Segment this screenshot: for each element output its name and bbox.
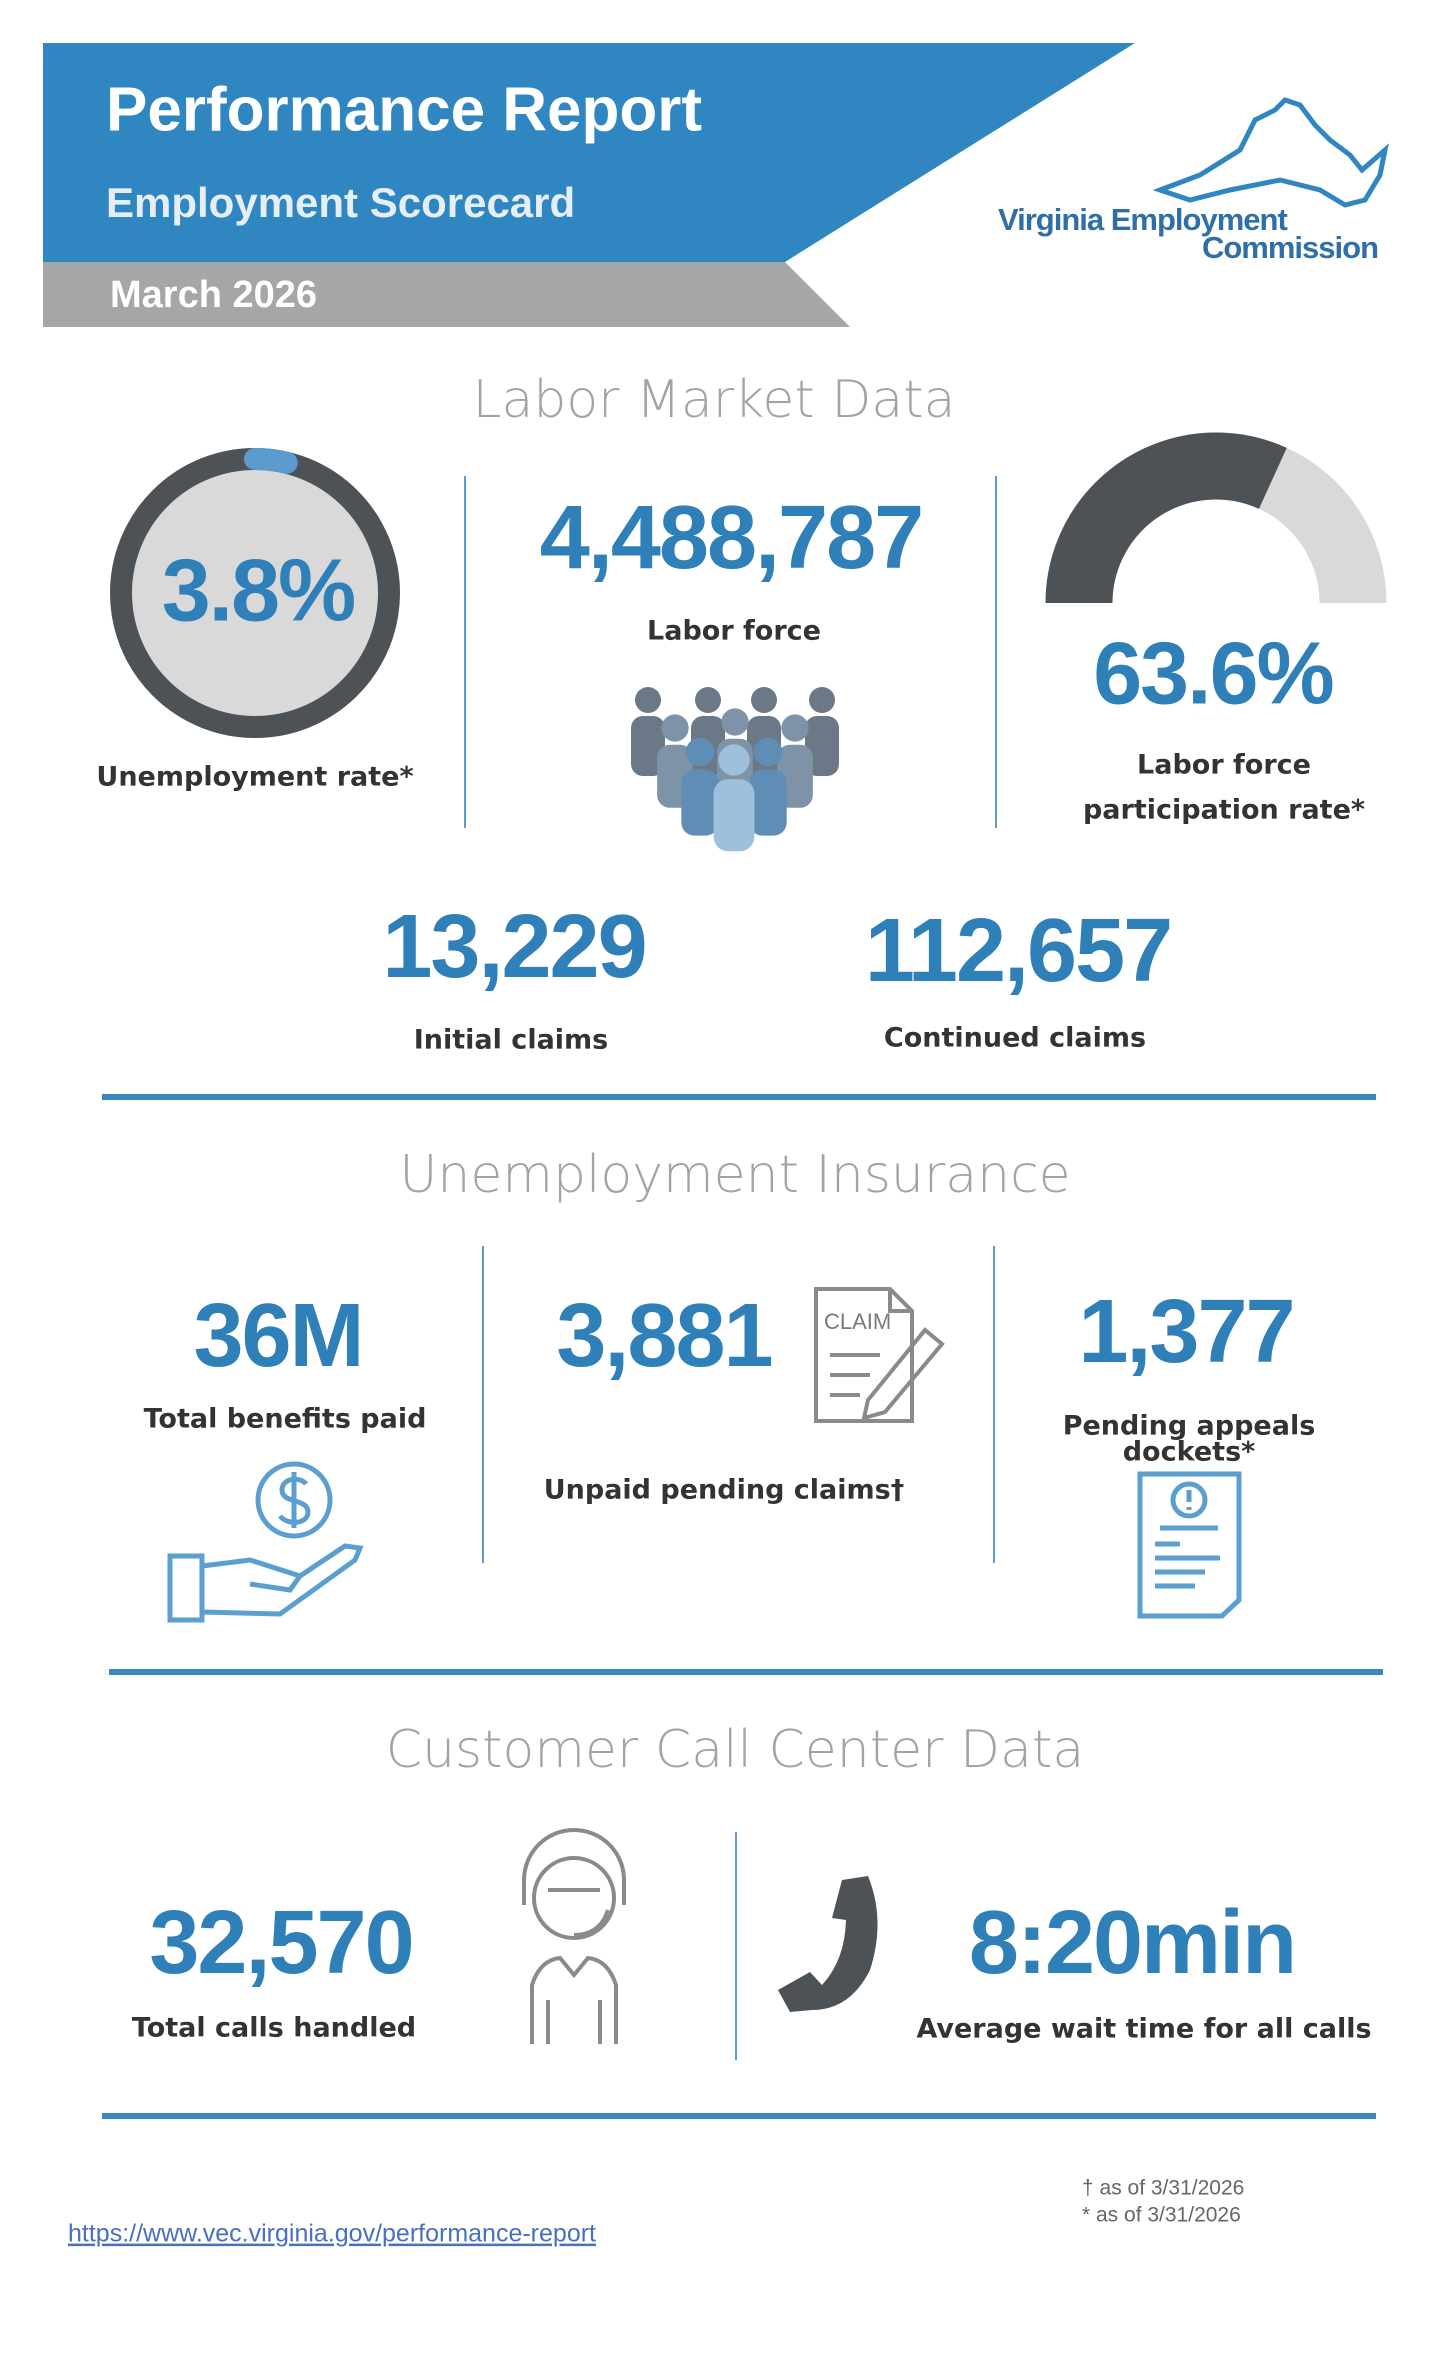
person-head xyxy=(753,737,783,767)
metric-value: 3.8% xyxy=(162,540,355,639)
phone-icon xyxy=(778,1876,878,2012)
person-head xyxy=(721,708,749,736)
metric-label: Unpaid pending claims† xyxy=(544,1475,905,1506)
metric-value: 36M xyxy=(193,1286,362,1386)
person-head xyxy=(751,687,777,713)
donut-center xyxy=(131,469,379,717)
person-head xyxy=(781,714,809,742)
person-body xyxy=(749,769,787,836)
docket-lines xyxy=(1155,1490,1220,1589)
person-body xyxy=(631,716,665,776)
hand xyxy=(201,1543,364,1617)
section-heading: Customer Call Center Data xyxy=(386,1720,1084,1780)
person-body xyxy=(713,779,755,852)
agent-icon xyxy=(522,1828,626,2044)
subtitle: Employment Scorecard xyxy=(106,179,575,226)
person-head xyxy=(685,737,715,767)
lines-pencil xyxy=(830,1327,945,1421)
metric-label: Average wait time for all calls xyxy=(916,2014,1371,2045)
section-heading: Labor Market Data xyxy=(472,370,955,430)
metric-value: 4,488,787 xyxy=(540,488,922,588)
date-band xyxy=(43,262,850,327)
metric-value: 32,570 xyxy=(149,1893,412,1993)
donut-arc xyxy=(110,448,400,738)
alert-circle xyxy=(1170,1481,1208,1519)
logo-line2: Commission xyxy=(1202,230,1378,265)
metric-label: Total benefits paid xyxy=(144,1404,427,1435)
title-banner xyxy=(43,43,1135,262)
logo-line1: Virginia Employment xyxy=(998,202,1287,237)
icon-text: CLAIM xyxy=(824,1309,891,1334)
metric-label: Labor force xyxy=(647,616,821,647)
person-head xyxy=(635,687,661,713)
person-head xyxy=(718,744,750,776)
cuff xyxy=(167,1553,205,1623)
section-heading: Unemployment Insurance xyxy=(399,1145,1070,1205)
dollar-sign xyxy=(278,1472,311,1528)
paper xyxy=(1137,1471,1242,1619)
metric-label: Total calls handled xyxy=(132,2013,416,2044)
paper xyxy=(814,1287,914,1423)
person-head xyxy=(661,714,689,742)
metric-label: Continued claims xyxy=(884,1023,1146,1054)
metric-value: 3,881 xyxy=(556,1286,771,1386)
head xyxy=(532,1856,616,1940)
docket-icon xyxy=(1137,1471,1242,1619)
people-icon xyxy=(631,687,839,852)
person-head xyxy=(695,687,721,713)
coin xyxy=(255,1461,333,1539)
money-hand-icon xyxy=(167,1461,364,1623)
date: March 2026 xyxy=(110,274,317,316)
metric-label: participation rate* xyxy=(1083,795,1365,826)
gauge-arc xyxy=(1045,432,1387,604)
metric-value: 112,657 xyxy=(865,901,1171,1001)
claim-icon: CLAIM xyxy=(814,1287,945,1423)
metric-value: 13,229 xyxy=(382,897,645,997)
footnote: † as of 3/31/2026 xyxy=(1082,2177,1244,2200)
logo-outline xyxy=(1152,97,1389,208)
title: Performance Report xyxy=(106,75,702,144)
person-body xyxy=(805,716,839,776)
body-headset xyxy=(522,1828,626,2044)
person-head xyxy=(809,687,835,713)
metric-label: dockets* xyxy=(1123,1437,1256,1468)
report-link[interactable]: https://www.vec.virginia.gov/performance… xyxy=(68,2220,596,2248)
person-body xyxy=(681,769,719,836)
metric-value: 63.6% xyxy=(1093,623,1333,722)
metric-label: Unemployment rate* xyxy=(96,762,413,793)
metric-value: 8:20min xyxy=(969,1893,1295,1993)
metric-label: Initial claims xyxy=(414,1025,609,1056)
footnote: * as of 3/31/2026 xyxy=(1082,2204,1241,2227)
metric-value: 1,377 xyxy=(1078,1282,1293,1382)
logo: Virginia Employment Commission xyxy=(998,97,1389,265)
metric-label: Pending appeals xyxy=(1063,1411,1316,1442)
metric-label: Labor force xyxy=(1137,750,1311,781)
